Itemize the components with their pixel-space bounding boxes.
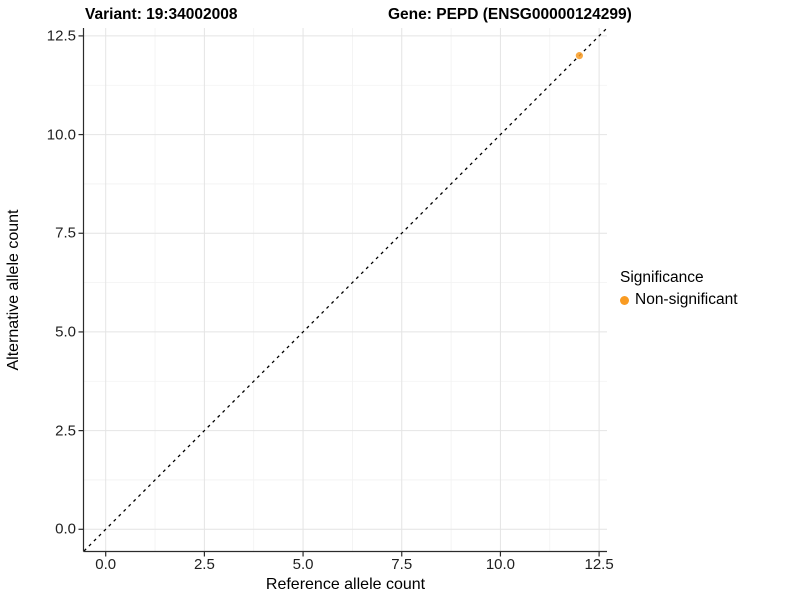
x-tick-label: 12.5 [584, 556, 614, 573]
x-tick-label: 5.0 [292, 556, 314, 573]
x-tick-label: 2.5 [193, 556, 215, 573]
x-axis-title: Reference allele count [265, 576, 426, 593]
legend: Significance Non-significant [620, 269, 738, 309]
legend-item-non-significant: Non-significant [620, 291, 738, 309]
plot-title-gene: Gene: PEPD (ENSG00000124299) [388, 6, 632, 23]
non-significant-point-icon [620, 295, 629, 305]
plot-title-variant: Variant: 19:34002008 [85, 6, 238, 23]
y-tick-label: 5.0 [55, 323, 76, 341]
y-axis-title: Alternative allele count [5, 209, 22, 371]
y-tick-label: 2.5 [55, 422, 76, 440]
legend-title: Significance [620, 269, 704, 286]
x-tick-label: 10.0 [485, 556, 516, 573]
y-tick-label: 7.5 [55, 224, 76, 242]
x-tick-label: 7.5 [391, 556, 413, 573]
y-tick-label: 10.0 [46, 126, 76, 144]
x-tick-label: 0.0 [95, 556, 117, 573]
identity-dashed-line [83, 27, 608, 552]
y-tick-label: 12.5 [46, 27, 76, 45]
y-tick-label: 0.0 [55, 520, 76, 538]
legend-item-label: Non-significant [635, 291, 738, 308]
data-point [575, 52, 583, 60]
